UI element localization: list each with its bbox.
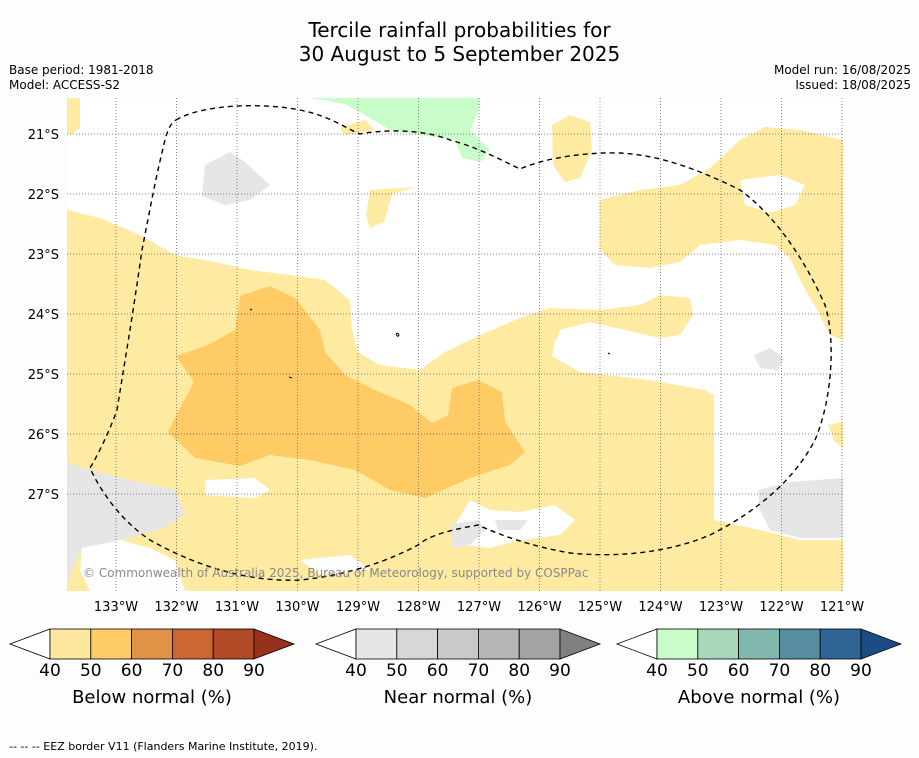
lat-label: 21°S	[28, 128, 59, 143]
colorbar-segment	[779, 628, 821, 660]
colorbar-title: Near normal (%)	[384, 687, 533, 708]
title-line-2: 30 August to 5 September 2025	[298, 42, 621, 66]
colorbar-segment	[131, 628, 173, 660]
title-line-1: Tercile rainfall probabilities for	[308, 18, 611, 42]
eez-footnote: -- -- -- EEZ border V11 (Flanders Marine…	[9, 740, 318, 753]
colorbar-segment	[49, 628, 92, 660]
colorbar-tick-label: 80	[809, 661, 831, 681]
colorbar-tick-label: 60	[427, 661, 449, 681]
colorbar-segment	[355, 628, 398, 660]
lon-label: 133°W	[94, 600, 138, 615]
model-run-label: Model run: 16/08/2025	[773, 63, 911, 77]
lat-label: 25°S	[28, 368, 59, 383]
colorbar-segment	[819, 628, 862, 660]
colorbar-tick-label: 40	[39, 661, 61, 681]
lon-label: 128°W	[396, 600, 440, 615]
above-normal-40-region	[310, 98, 490, 162]
colorbar-tick-label: 50	[80, 661, 102, 681]
lon-label: 132°W	[154, 600, 198, 615]
below-normal-50-region	[168, 286, 525, 498]
colorbar-tick-label: 70	[162, 661, 184, 681]
colorbar-segment	[477, 628, 520, 660]
colorbar-2: 40 50 60 70 80 90 Near normal (%)	[314, 628, 602, 708]
lon-label: 124°W	[638, 600, 682, 615]
colorbar-tick-label: 40	[646, 661, 668, 681]
colorbar-underflow	[615, 628, 658, 660]
colorbar-tick-label: 90	[850, 661, 872, 681]
latitude-labels: 21°S 22°S 23°S 24°S 25°S 26°S 27°S	[28, 128, 59, 503]
lon-label: 130°W	[275, 600, 319, 615]
model-label: Model: ACCESS-S2	[9, 78, 121, 92]
colorbar-tick-label: 60	[728, 661, 750, 681]
colorbar-tick-label: 50	[687, 661, 709, 681]
colorbar-overflow	[860, 628, 903, 660]
colorbar-segment	[518, 628, 561, 660]
graticule	[67, 98, 843, 591]
eez-border	[89, 105, 832, 581]
colorbar-segment	[90, 628, 133, 660]
colorbar-tick-label: 70	[769, 661, 791, 681]
lon-label: 122°W	[759, 600, 803, 615]
lon-label: 126°W	[517, 600, 561, 615]
colorbar-tick-label: 40	[345, 661, 367, 681]
lon-label: 129°W	[336, 600, 380, 615]
colorbar-tick-label: 70	[468, 661, 490, 681]
lon-label: 123°W	[699, 600, 743, 615]
colorbars: 40 50 60 70 80 90 Below normal (%) 40 50 60 70 80 90…	[8, 628, 903, 708]
colorbar-underflow	[314, 628, 357, 660]
lon-label: 127°W	[457, 600, 501, 615]
colorbar-tick-label: 80	[202, 661, 224, 681]
model-info: Base period: 1981-2018 Model: ACCESS-S2	[9, 63, 154, 93]
contour-specks	[249, 308, 611, 379]
near-normal-40-region	[67, 152, 843, 591]
colorbar-segment	[656, 628, 699, 660]
colorbar-1: 40 50 60 70 80 90 Below normal (%)	[8, 628, 296, 708]
colorbar-tick-label: 90	[243, 661, 265, 681]
issued-label: Issued: 18/08/2025	[795, 78, 911, 92]
lon-label: 121°W	[820, 600, 864, 615]
lat-label: 22°S	[28, 188, 59, 203]
lat-label: 27°S	[28, 488, 59, 503]
colorbar-tick-label: 60	[121, 661, 143, 681]
lat-label: 23°S	[28, 248, 59, 263]
colorbar-tick-label: 90	[549, 661, 571, 681]
lat-label: 26°S	[28, 428, 59, 443]
colorbar-title: Above normal (%)	[678, 687, 840, 708]
colorbar-underflow	[8, 628, 51, 660]
copyright-text: © Commonwealth of Australia 2025, Bureau…	[83, 566, 588, 580]
colorbar-overflow	[559, 628, 602, 660]
colorbar-segment	[697, 628, 739, 660]
run-info: Model run: 16/08/2025 Issued: 18/08/2025	[774, 63, 911, 93]
colorbar-segment	[171, 628, 214, 660]
colorbar-segment	[437, 628, 479, 660]
colorbar-overflow	[253, 628, 296, 660]
colorbar-segment	[738, 628, 780, 660]
colorbar-3: 40 50 60 70 80 90 Above normal (%)	[615, 628, 903, 708]
longitude-labels: 133°W 132°W 131°W 130°W 129°W 128°W 127°W 126°W…	[94, 600, 864, 615]
colorbar-tick-label: 80	[508, 661, 530, 681]
base-period-label: Base period: 1981-2018	[9, 63, 154, 77]
lon-label: 131°W	[215, 600, 259, 615]
colorbar-title: Below normal (%)	[72, 687, 232, 708]
lat-label: 24°S	[28, 308, 59, 323]
colorbar-segment	[396, 628, 438, 660]
colorbar-tick-label: 50	[386, 661, 408, 681]
lon-label: 125°W	[578, 600, 622, 615]
map-area: © Commonwealth of Australia 2025, Bureau…	[67, 98, 843, 591]
colorbar-segment	[212, 628, 255, 660]
map-title: Tercile rainfall probabilities for 30 Au…	[0, 18, 919, 66]
